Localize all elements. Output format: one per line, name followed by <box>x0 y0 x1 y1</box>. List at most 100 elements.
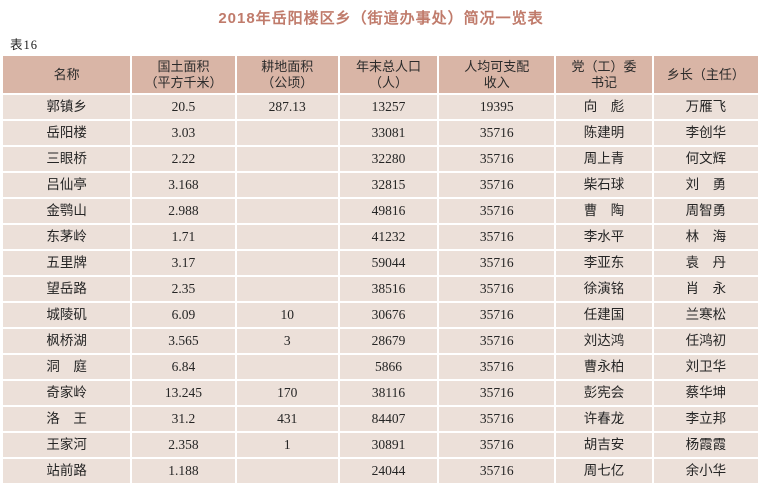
table-cell-name: 五里牌 <box>3 251 131 275</box>
table-row: 王家河 2.358 1 30891 35716 胡吉安 杨霞霞 <box>3 433 758 457</box>
table-cell-party_secretary: 胡吉安 <box>556 433 652 457</box>
table-cell-township_head: 何文辉 <box>653 147 758 171</box>
column-header-land-area: 国土面积 （平方千米） <box>132 56 235 93</box>
table-cell-income: 35716 <box>439 355 555 379</box>
table-cell-income: 35716 <box>439 121 555 145</box>
table-row: 站前路 1.188 24044 35716 周七亿 余小华 <box>3 459 758 483</box>
table-cell-income: 35716 <box>439 459 555 483</box>
table-cell-income: 35716 <box>439 199 555 223</box>
table-cell-party_secretary: 周七亿 <box>556 459 652 483</box>
table-cell-population: 5866 <box>339 355 438 379</box>
table-cell-party_secretary: 向 彪 <box>556 95 652 119</box>
table-cell-name: 枫桥湖 <box>3 329 131 353</box>
table-cell-township_head: 李创华 <box>653 121 758 145</box>
table-cell-land_area: 2.358 <box>132 433 235 457</box>
table-cell-land_area: 20.5 <box>132 95 235 119</box>
table-cell-population: 13257 <box>339 95 438 119</box>
table-cell-party_secretary: 曹永柏 <box>556 355 652 379</box>
table-cell-income: 35716 <box>439 381 555 405</box>
table-cell-land_area: 13.245 <box>132 381 235 405</box>
table-cell-land_area: 6.84 <box>132 355 235 379</box>
column-header-population: 年末总人口 （人） <box>339 56 438 93</box>
table-cell-land_area: 6.09 <box>132 303 235 327</box>
table-cell-name: 三眼桥 <box>3 147 131 171</box>
table-cell-land_area: 2.988 <box>132 199 235 223</box>
table-cell-land_area: 3.565 <box>132 329 235 353</box>
table-cell-name: 站前路 <box>3 459 131 483</box>
table-cell-name: 奇家岭 <box>3 381 131 405</box>
table-cell-name: 城陵矶 <box>3 303 131 327</box>
table-cell-township_head: 刘 勇 <box>653 173 758 197</box>
table-cell-population: 38116 <box>339 381 438 405</box>
table-cell-township_head: 林 海 <box>653 225 758 249</box>
table-cell-party_secretary: 任建国 <box>556 303 652 327</box>
table-body: 郭镇乡 20.5 287.13 13257 19395 向 彪万雁飞 岳阳楼 3.03 3308… <box>3 95 758 483</box>
table-row: 枫桥湖 3.565 3 28679 35716 刘达鸿 任鸿初 <box>3 329 758 353</box>
table-cell-land_area: 31.2 <box>132 407 235 431</box>
table-cell-cultivated_area: 170 <box>236 381 338 405</box>
table-cell-township_head: 任鸿初 <box>653 329 758 353</box>
table-cell-population: 30676 <box>339 303 438 327</box>
table-cell-cultivated_area <box>236 199 338 223</box>
table-cell-cultivated_area <box>236 147 338 171</box>
table-cell-cultivated_area <box>236 277 338 301</box>
table-cell-cultivated_area: 3 <box>236 329 338 353</box>
table-cell-name: 郭镇乡 <box>3 95 131 119</box>
table-cell-cultivated_area: 431 <box>236 407 338 431</box>
table-cell-population: 41232 <box>339 225 438 249</box>
table-cell-name: 望岳路 <box>3 277 131 301</box>
table-cell-cultivated_area <box>236 355 338 379</box>
table-cell-cultivated_area <box>236 173 338 197</box>
column-header-income: 人均可支配 收入 <box>439 56 555 93</box>
table-cell-income: 19395 <box>439 95 555 119</box>
table-cell-township_head: 余小华 <box>653 459 758 483</box>
table-cell-party_secretary: 徐演铭 <box>556 277 652 301</box>
column-header-name: 名称 <box>3 56 131 93</box>
table-label: 表16 <box>10 38 39 52</box>
table-row: 五里牌 3.17 59044 35716 李亚东袁 丹 <box>3 251 758 275</box>
table-cell-income: 35716 <box>439 173 555 197</box>
table-cell-population: 32815 <box>339 173 438 197</box>
summary-table: 名称 国土面积 （平方千米） 耕地面积 （公顷） 年末总人口 （人） 人均可支配… <box>1 54 760 485</box>
table-cell-party_secretary: 彭宪会 <box>556 381 652 405</box>
table-cell-population: 24044 <box>339 459 438 483</box>
table-cell-land_area: 1.188 <box>132 459 235 483</box>
table-row: 郭镇乡 20.5 287.13 13257 19395 向 彪万雁飞 <box>3 95 758 119</box>
table-cell-population: 30891 <box>339 433 438 457</box>
table-row: 洛 王 31.2 431 84407 35716 许春龙 李立邦 <box>3 407 758 431</box>
table-cell-party_secretary: 李亚东 <box>556 251 652 275</box>
table-cell-land_area: 3.03 <box>132 121 235 145</box>
table-row: 岳阳楼 3.03 33081 35716 陈建明 李创华 <box>3 121 758 145</box>
table-cell-party_secretary: 柴石球 <box>556 173 652 197</box>
column-header-cultivated-area: 耕地面积 （公顷） <box>236 56 338 93</box>
table-cell-name: 东茅岭 <box>3 225 131 249</box>
table-cell-land_area: 1.71 <box>132 225 235 249</box>
table-cell-land_area: 3.17 <box>132 251 235 275</box>
table-cell-cultivated_area <box>236 251 338 275</box>
table-cell-township_head: 万雁飞 <box>653 95 758 119</box>
table-cell-land_area: 2.22 <box>132 147 235 171</box>
table-row: 吕仙亭 3.168 32815 35716 柴石球刘 勇 <box>3 173 758 197</box>
table-cell-income: 35716 <box>439 225 555 249</box>
table-cell-income: 35716 <box>439 433 555 457</box>
table-cell-income: 35716 <box>439 251 555 275</box>
table-cell-party_secretary: 许春龙 <box>556 407 652 431</box>
table-cell-cultivated_area <box>236 459 338 483</box>
table-cell-name: 王家河 <box>3 433 131 457</box>
table-row: 城陵矶 6.09 10 30676 35716 任建国 兰寒松 <box>3 303 758 327</box>
table-cell-population: 33081 <box>339 121 438 145</box>
table-cell-land_area: 3.168 <box>132 173 235 197</box>
table-row: 洞 庭 6.84 5866 35716 曹永柏 刘卫华 <box>3 355 758 379</box>
table-cell-cultivated_area <box>236 225 338 249</box>
table-cell-population: 84407 <box>339 407 438 431</box>
table-cell-name: 洞 庭 <box>3 355 131 379</box>
table-cell-township_head: 袁 丹 <box>653 251 758 275</box>
table-cell-income: 35716 <box>439 407 555 431</box>
table-cell-population: 59044 <box>339 251 438 275</box>
table-cell-cultivated_area <box>236 121 338 145</box>
table-cell-township_head: 蔡华坤 <box>653 381 758 405</box>
table-cell-cultivated_area: 1 <box>236 433 338 457</box>
table-cell-party_secretary: 刘达鸿 <box>556 329 652 353</box>
table-cell-income: 35716 <box>439 329 555 353</box>
